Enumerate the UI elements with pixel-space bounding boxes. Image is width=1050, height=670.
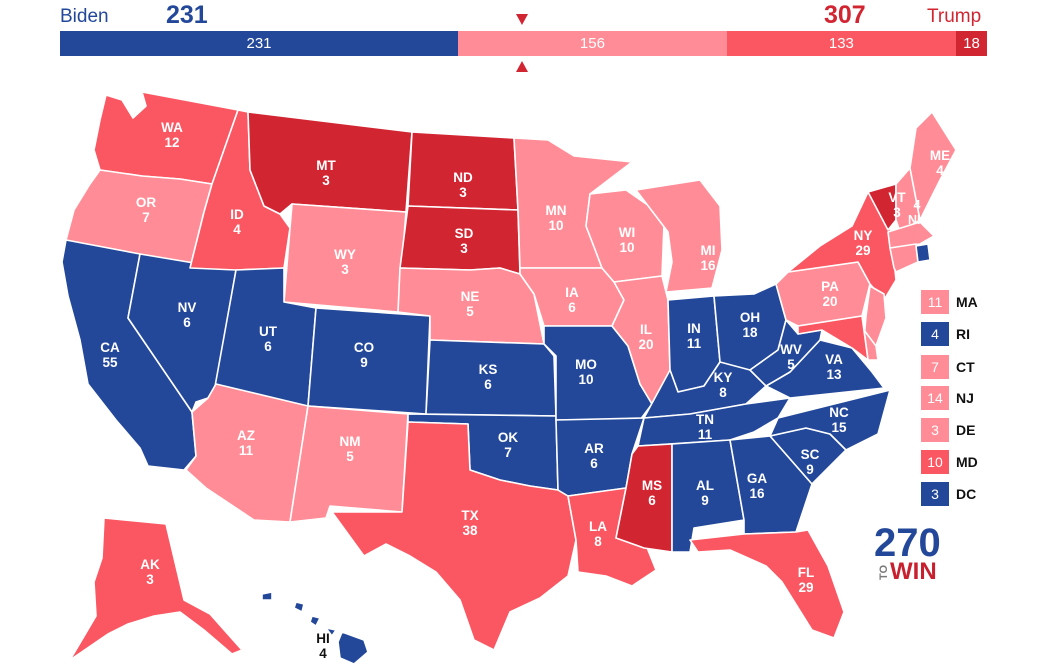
- legend-swatch-md: 10: [921, 450, 949, 474]
- state-label-az: AZ 11: [237, 428, 255, 458]
- state-label-ar: AR 6: [584, 441, 604, 471]
- bar-segment-rep-safe[interactable]: 18: [955, 31, 987, 56]
- state-label-oh: OH 18: [739, 310, 761, 340]
- state-label-mi: MI 16: [700, 243, 716, 273]
- state-label-al: AL 9: [696, 478, 714, 508]
- state-label-ak: AK 3: [140, 557, 160, 587]
- state-label-pa: PA 20: [821, 279, 839, 309]
- state-label-in: IN 11: [686, 321, 702, 351]
- state-me[interactable]: [909, 111, 957, 221]
- state-label-me: ME 4: [929, 148, 951, 178]
- state-label-mn: MN 10: [545, 203, 567, 233]
- legend-label-nj: NJ: [956, 390, 974, 406]
- state-label-il: IL 20: [638, 322, 654, 352]
- state-label-nc: NC 15: [829, 405, 849, 435]
- state-wy[interactable]: [283, 203, 407, 313]
- state-label-wa: WA 12: [161, 120, 183, 150]
- state-label-va: VA 13: [825, 352, 843, 382]
- state-label-sc: SC 9: [800, 447, 820, 477]
- state-label-ca: CA 55: [100, 340, 120, 370]
- state-label-vt: VT 3: [888, 190, 906, 220]
- logo-number: 270: [874, 521, 941, 565]
- state-label-fl: FL 29: [797, 565, 815, 595]
- state-label-ky: KY 8: [713, 370, 733, 400]
- state-label-ks: KS 6: [478, 362, 498, 392]
- state-nm[interactable]: [289, 405, 409, 523]
- state-ks[interactable]: [425, 339, 557, 417]
- state-label-co: CO 9: [353, 340, 375, 370]
- dem-electoral-total: 231: [166, 1, 208, 29]
- majority-marker-bottom-icon: [516, 61, 528, 72]
- state-label-mt: MT 3: [316, 158, 336, 188]
- legend-label-md: MD: [956, 454, 978, 470]
- electoral-vote-bar: 231 156 133 18: [60, 31, 987, 56]
- state-nc[interactable]: [769, 389, 891, 451]
- state-fl[interactable]: [689, 529, 845, 639]
- state-label-ia: IA 6: [565, 285, 579, 315]
- state-ne[interactable]: [397, 267, 545, 345]
- state-label-wv: WV 5: [780, 342, 802, 372]
- dem-candidate-name: Biden: [60, 6, 109, 27]
- state-label-la: LA 8: [589, 519, 607, 549]
- legend-swatch-ri: 4: [921, 322, 949, 346]
- legend-label-ri: RI: [956, 326, 970, 342]
- 270towin-logo: 270 TO WIN: [874, 521, 941, 584]
- state-label-sd: SD 3: [454, 226, 474, 256]
- state-label-tx: TX 38: [461, 508, 479, 538]
- state-label-nd: ND 3: [453, 170, 473, 200]
- bar-segment-tossup[interactable]: 156: [458, 31, 727, 56]
- state-label-nh: 4 NH: [907, 198, 927, 227]
- state-label-mo: MO 10: [575, 357, 597, 387]
- legend-label-ma: MA: [956, 294, 978, 310]
- bar-segment-rep-lean[interactable]: 133: [726, 31, 956, 56]
- legend-swatch-ct: 7: [921, 355, 949, 379]
- state-ak[interactable]: [69, 517, 243, 661]
- legend-swatch-nj: 14: [921, 386, 949, 410]
- legend-swatch-dc: 3: [921, 482, 949, 506]
- state-label-nm: NM 5: [339, 434, 361, 464]
- state-label-hi: HI 4: [316, 631, 330, 661]
- legend-swatch-de: 3: [921, 418, 949, 442]
- state-label-ny: NY 29: [853, 228, 873, 258]
- state-label-ok: OK 7: [497, 430, 519, 460]
- legend-swatch-ma: 11: [921, 290, 949, 314]
- legend-label-ct: CT: [956, 359, 975, 375]
- legend-label-de: DE: [956, 422, 976, 438]
- state-hi[interactable]: [261, 591, 369, 665]
- state-label-nv: NV 6: [177, 300, 197, 330]
- state-ma[interactable]: [887, 221, 935, 249]
- rep-electoral-total: 307: [824, 1, 866, 29]
- state-md[interactable]: [797, 315, 869, 361]
- state-mi[interactable]: [635, 179, 723, 293]
- state-label-wy: WY 3: [334, 247, 356, 277]
- state-label-tn: TN 11: [696, 412, 714, 442]
- majority-marker-top-icon: [516, 14, 528, 25]
- state-label-id: ID 4: [230, 207, 244, 237]
- rep-candidate-name: Trump: [927, 6, 982, 27]
- bar-segment-dem-safe[interactable]: 231: [60, 31, 459, 56]
- state-label-ut: UT 6: [259, 324, 277, 354]
- state-ri[interactable]: [915, 243, 931, 263]
- logo-suffix: WIN: [890, 558, 937, 584]
- logo-prefix: TO: [878, 564, 890, 580]
- state-label-or: OR 7: [135, 195, 157, 225]
- state-ct[interactable]: [889, 243, 919, 273]
- state-label-ga: GA 16: [746, 471, 768, 501]
- state-label-ne: NE 5: [460, 289, 480, 319]
- legend-label-dc: DC: [956, 486, 977, 502]
- state-label-ms: MS 6: [641, 478, 663, 508]
- state-label-wi: WI 10: [618, 225, 636, 255]
- state-tx[interactable]: [331, 421, 577, 651]
